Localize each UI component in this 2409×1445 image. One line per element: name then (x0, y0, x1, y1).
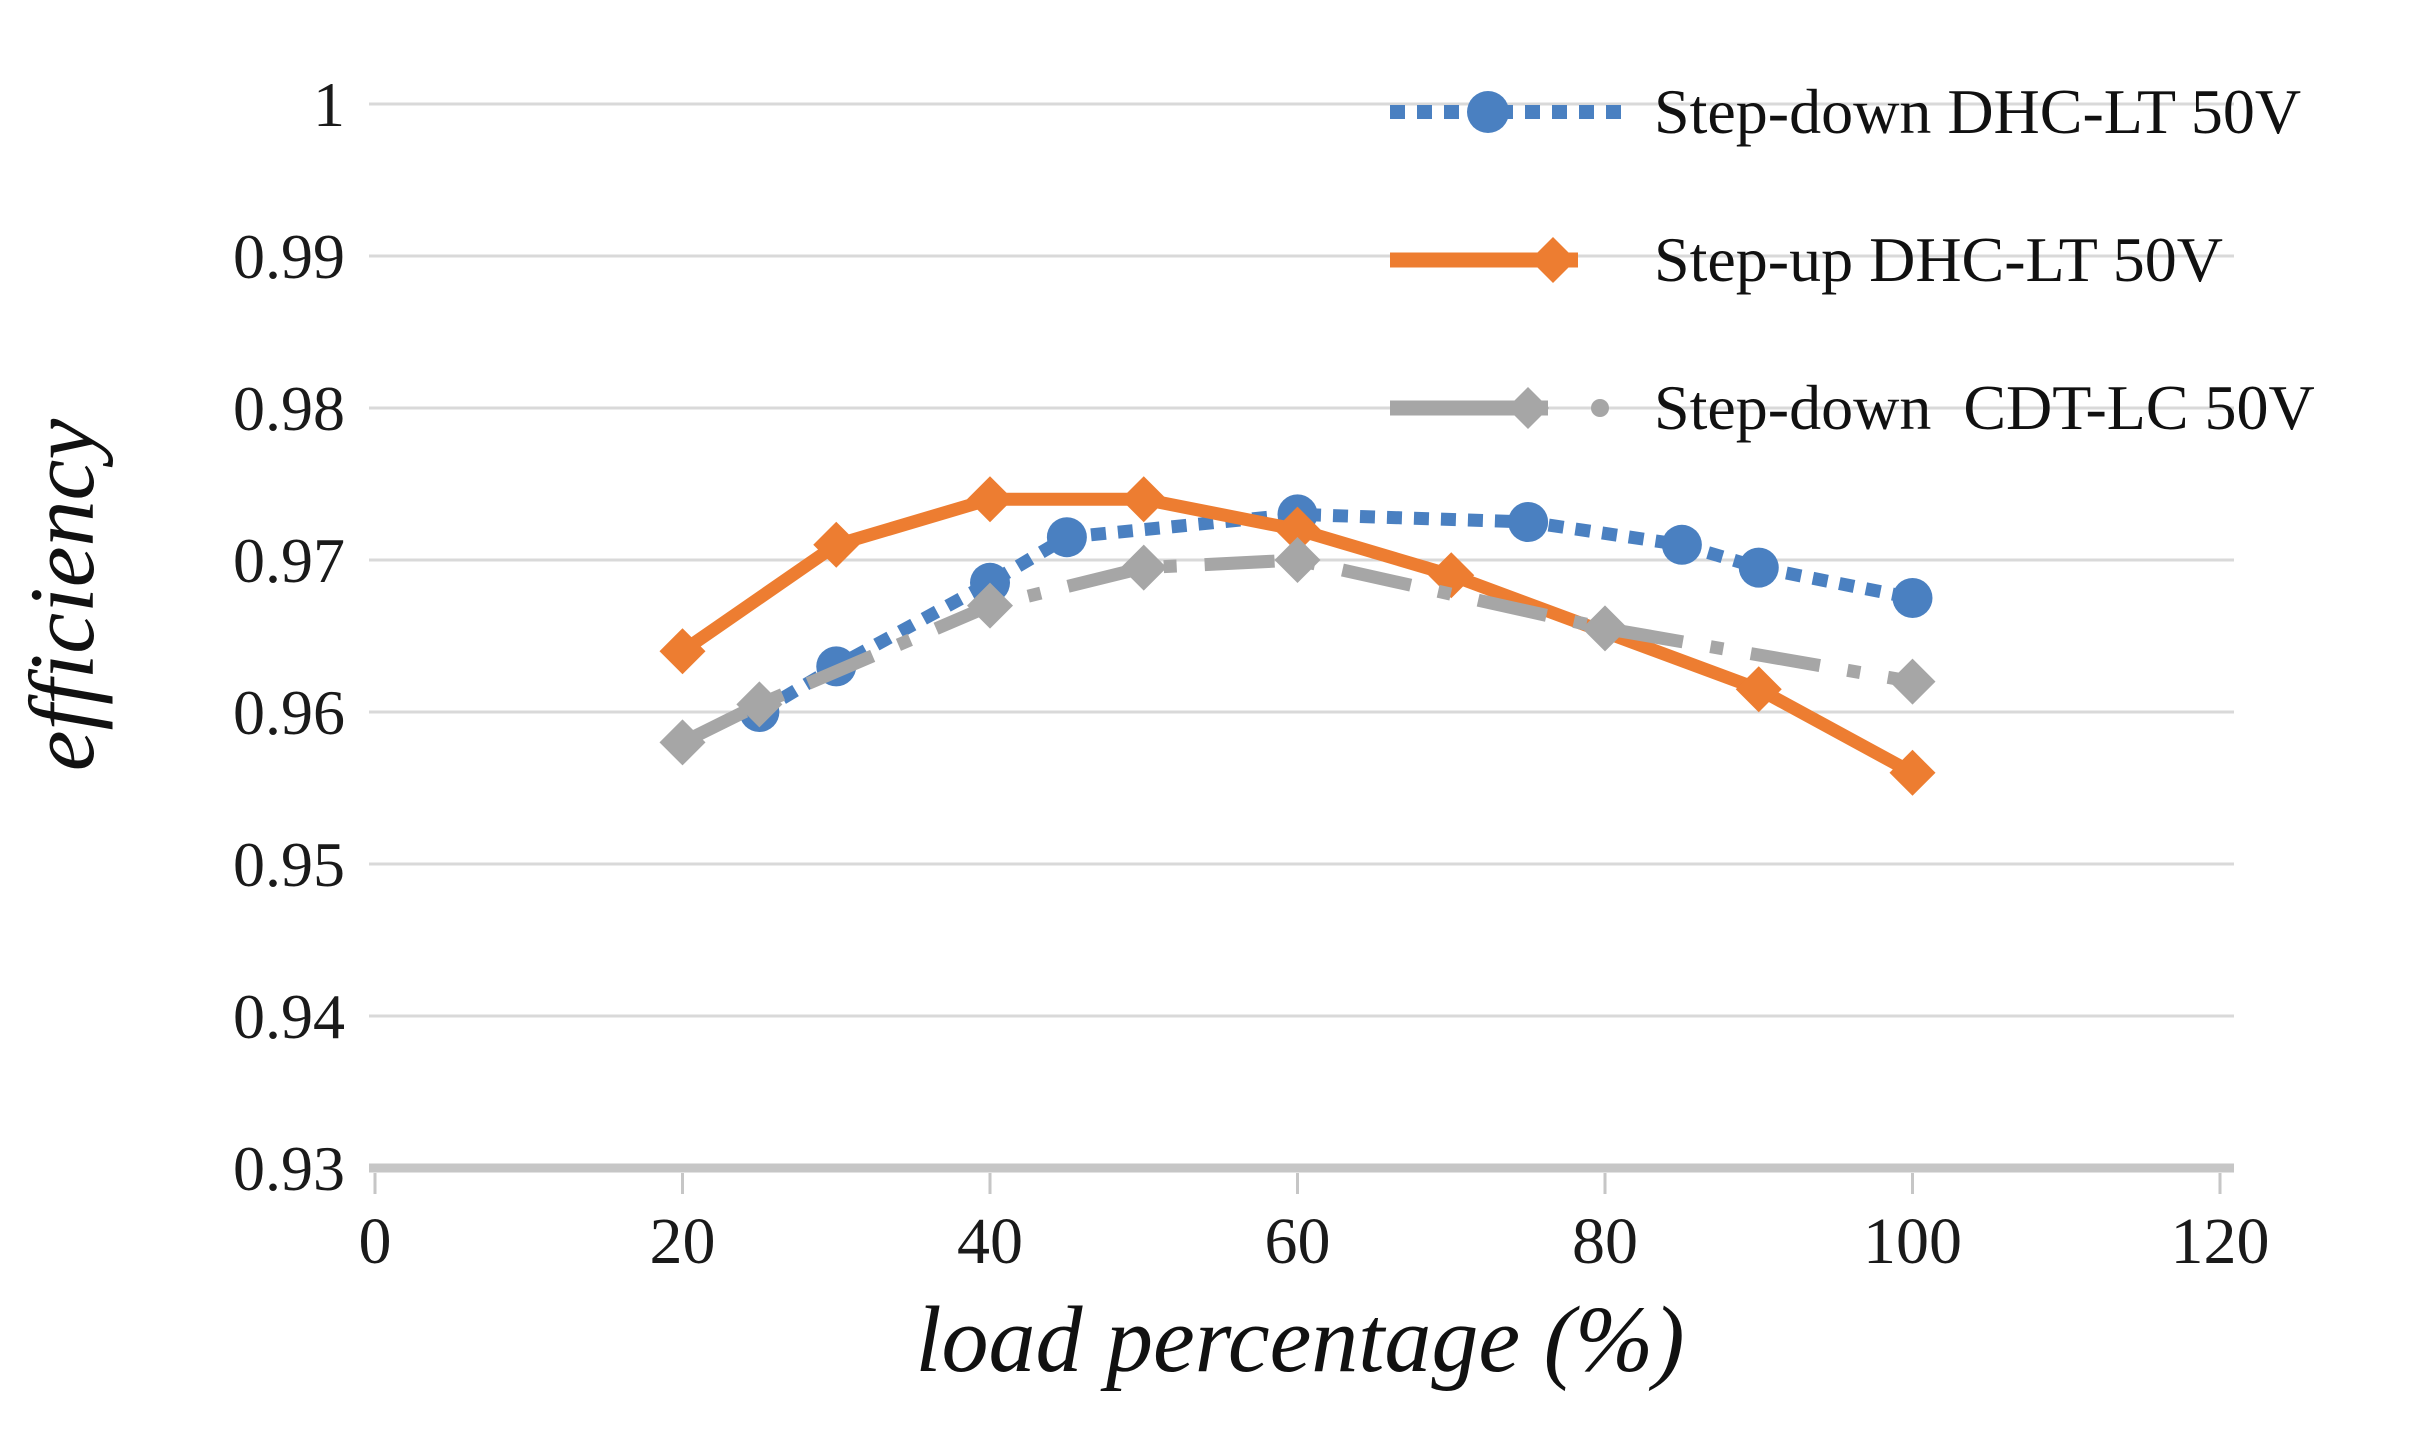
legend-item-step-down-cdt-lc-50v: Step-down CDT-LC 50V (1388, 334, 2315, 482)
y-tick-label: 1 (313, 69, 345, 140)
data-point-marker (1120, 544, 1167, 591)
x-tick-label: 120 (2171, 1205, 2270, 1278)
legend-sample-solid (1390, 237, 1578, 283)
data-point-marker (1889, 658, 1936, 705)
data-point-marker (1892, 578, 1933, 618)
data-point-marker (1889, 749, 1936, 796)
series-line-step-up-dhc-lt-50v (678, 492, 1916, 779)
series-step-down-cdt-lc-50v (659, 537, 1936, 766)
data-point-marker (1738, 547, 1779, 588)
legend-sample-dash-dot (1390, 387, 1609, 429)
x-tick-label: 80 (1572, 1205, 1638, 1278)
x-tick-label: 20 (650, 1205, 716, 1278)
y-tick-label: 0.98 (233, 373, 345, 444)
data-point-marker (813, 521, 860, 568)
data-point-marker (659, 628, 706, 675)
x-tick-label: 100 (1863, 1205, 1962, 1278)
y-tick-label: 0.99 (233, 221, 345, 292)
y-tick-label: 0.94 (233, 981, 345, 1052)
data-point-marker (1661, 524, 1702, 565)
data-point-marker (967, 476, 1013, 523)
data-point-marker (1508, 502, 1549, 542)
chart-legend: Step-down DHC-LT 50V Step-up DHC-LT 50V St… (1388, 38, 2315, 482)
x-tick-label: 40 (957, 1205, 1023, 1278)
series-line-step-down-cdt-lc-50v (679, 553, 1914, 749)
data-point-marker (967, 582, 1013, 629)
y-axis-title: efficiency (11, 418, 113, 772)
x-tick-label: 60 (1265, 1205, 1331, 1278)
y-tick-label: 0.95 (233, 829, 345, 900)
y-tick-label: 0.93 (233, 1133, 345, 1204)
series-line-step-down-dhc-lt-50v (756, 507, 1914, 718)
y-tick-label: 0.97 (233, 525, 345, 596)
data-point-marker (659, 719, 706, 766)
x-axis-title: load percentage (%) (915, 1288, 1685, 1392)
legend-item-step-up-dhc-lt-50v: Step-up DHC-LT 50V (1388, 186, 2315, 334)
legend-item-step-down-dhc-lt-50v: Step-down DHC-LT 50V (1388, 38, 2315, 186)
x-tick-label: 0 (359, 1205, 392, 1278)
legend-marker (1507, 387, 1549, 429)
data-point-marker (736, 681, 783, 728)
legend-marker (1530, 237, 1576, 283)
data-point-marker (1274, 506, 1321, 553)
legend-label: Step-down DHC-LT 50V (1654, 76, 2302, 147)
data-point-marker (1120, 476, 1167, 523)
legend-label: Step-up DHC-LT 50V (1654, 224, 2223, 295)
legend-dot (1591, 399, 1609, 417)
data-point-marker (1735, 666, 1782, 713)
series-step-up-dhc-lt-50v (659, 476, 1936, 796)
data-point-marker (1274, 537, 1321, 583)
legend-sample-dotted (1390, 91, 1624, 133)
data-point-marker (1046, 517, 1087, 558)
legend-marker (1467, 91, 1509, 133)
data-point-marker (1582, 605, 1628, 652)
y-tick-label: 0.96 (233, 677, 345, 748)
legend-label: Step-down CDT-LC 50V (1654, 372, 2315, 443)
